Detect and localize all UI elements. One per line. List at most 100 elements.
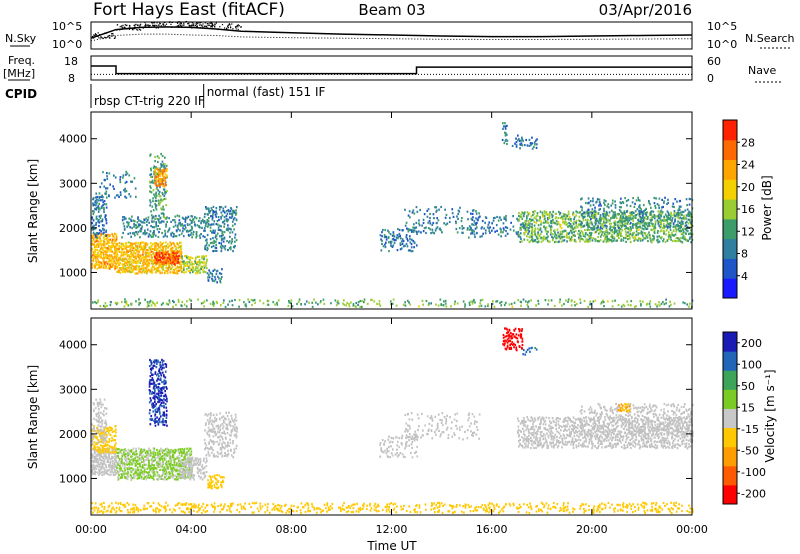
power-cell: [220, 244, 223, 247]
power-cell: [103, 185, 106, 188]
power-cell: [106, 175, 108, 178]
power-cell: [605, 226, 608, 230]
power-cell: [132, 268, 134, 271]
velocity-cell: [189, 454, 191, 457]
power-cell: [169, 256, 172, 259]
power-cell: [159, 183, 162, 186]
velocity-cell: [169, 465, 171, 468]
velocity-cell: [168, 452, 171, 455]
power-cell: [548, 240, 551, 243]
power-cell: [611, 237, 614, 240]
power-cell: [162, 205, 164, 208]
power-cell: [159, 199, 161, 202]
velocity-cell: [130, 466, 133, 470]
power-cell: [201, 265, 204, 268]
power-cell: [567, 298, 570, 301]
power-cell: [571, 225, 573, 228]
power-cell: [287, 304, 290, 308]
power-cell: [131, 260, 133, 263]
power-cell: [164, 256, 166, 259]
power-cell: [212, 211, 215, 214]
velocity-cell: [127, 475, 130, 478]
power-cell: [148, 246, 151, 249]
power-cell: [92, 231, 95, 234]
power-cell: [624, 197, 626, 200]
power-cell: [171, 231, 174, 234]
power-cell: [121, 300, 123, 304]
velocity-cell: [139, 450, 142, 453]
power-cell: [114, 249, 116, 252]
power-cell: [640, 303, 642, 306]
sky-noise-sample: [119, 26, 121, 28]
power-cell: [122, 231, 124, 235]
sky-noise-sample: [95, 34, 98, 36]
power-cell: [419, 208, 421, 212]
power-cell: [91, 265, 93, 268]
power-cell: [443, 222, 445, 225]
velocity-cell: [190, 472, 193, 476]
power-cell: [530, 143, 532, 146]
power-cell: [154, 171, 157, 174]
velocity-cell: [186, 447, 188, 450]
power-cell: [171, 262, 174, 265]
power-cell: [155, 166, 157, 169]
power-cell: [589, 300, 592, 303]
power-cell: [115, 258, 117, 261]
power-cell: [155, 247, 157, 250]
power-cell: [147, 235, 150, 238]
power-cell: [473, 233, 476, 236]
velocity-cell: [148, 464, 150, 467]
power-cell: [545, 226, 548, 229]
power-cell: [177, 246, 180, 250]
velocity-cell: [95, 461, 97, 464]
power-cell: [183, 260, 185, 263]
power-cell: [146, 305, 149, 308]
power-cell: [639, 232, 642, 235]
power-cell: [444, 216, 447, 219]
velocity-cell: [174, 478, 177, 481]
power-cell: [468, 303, 471, 306]
power-cell: [96, 248, 99, 252]
power-cell: [621, 221, 623, 225]
power-cell: [393, 239, 396, 242]
power-cell: [130, 263, 133, 266]
power-cell: [100, 239, 103, 242]
velocity-cell: [114, 444, 116, 447]
power-cell: [677, 209, 680, 212]
power-cell: [644, 226, 647, 229]
power-cell: [658, 197, 661, 200]
velocity-cell: [120, 452, 123, 455]
power-cell: [531, 235, 533, 238]
velocity-cell: [152, 472, 155, 475]
power-cell: [611, 240, 613, 243]
power-cell: [187, 230, 190, 233]
velocity-cell: [169, 463, 171, 466]
power-cell: [203, 215, 206, 218]
power-cell: [157, 176, 159, 179]
power-cell: [123, 258, 126, 261]
power-cell: [146, 250, 149, 253]
power-cell: [640, 232, 643, 235]
sky-noise-sample: [237, 26, 239, 28]
power-cell: [141, 270, 144, 273]
power-cell: [473, 230, 475, 233]
power-cell: [624, 220, 626, 223]
power-cell: [632, 217, 634, 220]
sky-noise-sample: [146, 24, 148, 26]
power-cell: [626, 209, 629, 213]
power-cell: [455, 220, 457, 223]
power-cell: [535, 304, 538, 307]
power-cell: [151, 267, 153, 270]
power-cell: [164, 258, 167, 261]
power-cell: [628, 214, 630, 218]
sky-right-tick-bottom: 10^0: [707, 38, 737, 51]
power-cell: [114, 301, 117, 305]
power-cell: [214, 229, 216, 232]
power-cell: [184, 218, 187, 221]
power-cell: [230, 207, 232, 210]
power-cell: [136, 221, 139, 224]
power-cell: [502, 125, 505, 128]
power-cell: [109, 249, 112, 252]
velocity-cell: [180, 461, 183, 464]
power-cell: [238, 299, 241, 302]
